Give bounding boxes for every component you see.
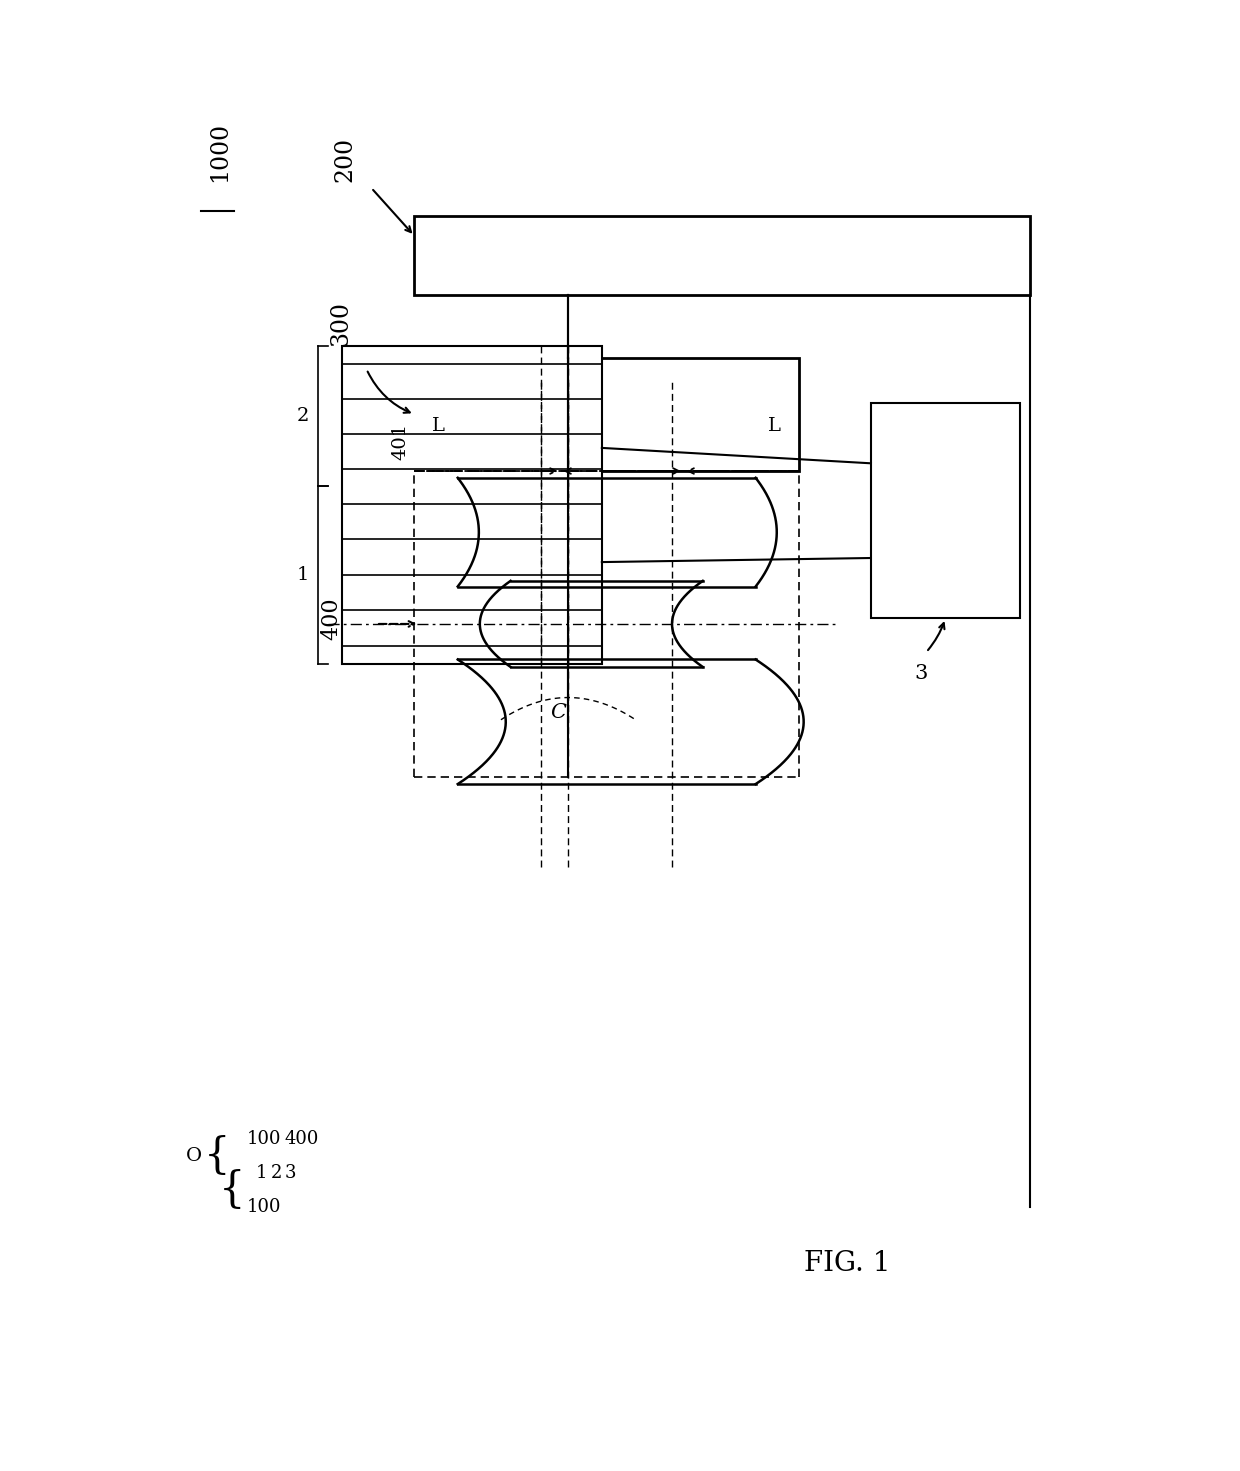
Text: 3: 3: [915, 663, 928, 683]
Text: O: O: [185, 1147, 202, 1165]
Bar: [414, 216, 1029, 296]
Text: FIG. 1: FIG. 1: [804, 1250, 890, 1277]
Bar: [414, 357, 799, 471]
Text: 1: 1: [296, 566, 309, 584]
Text: 200: 200: [334, 137, 357, 182]
Text: {: {: [205, 1136, 231, 1177]
Text: 2: 2: [296, 407, 309, 425]
Text: 3: 3: [285, 1164, 296, 1183]
Text: 1: 1: [255, 1164, 268, 1183]
Text: 400: 400: [285, 1130, 319, 1149]
Text: {: {: [218, 1169, 246, 1211]
Text: L: L: [769, 416, 781, 435]
Text: 401: 401: [392, 422, 409, 459]
Bar: [870, 403, 1021, 618]
Text: 1000: 1000: [208, 122, 231, 182]
Text: C: C: [551, 703, 567, 722]
Text: L: L: [432, 416, 445, 435]
Bar: [342, 347, 601, 663]
Text: 300: 300: [329, 302, 352, 347]
Text: 100: 100: [247, 1199, 280, 1217]
Text: 400: 400: [320, 597, 342, 640]
Text: 100: 100: [247, 1130, 280, 1149]
Text: 2: 2: [270, 1164, 281, 1183]
